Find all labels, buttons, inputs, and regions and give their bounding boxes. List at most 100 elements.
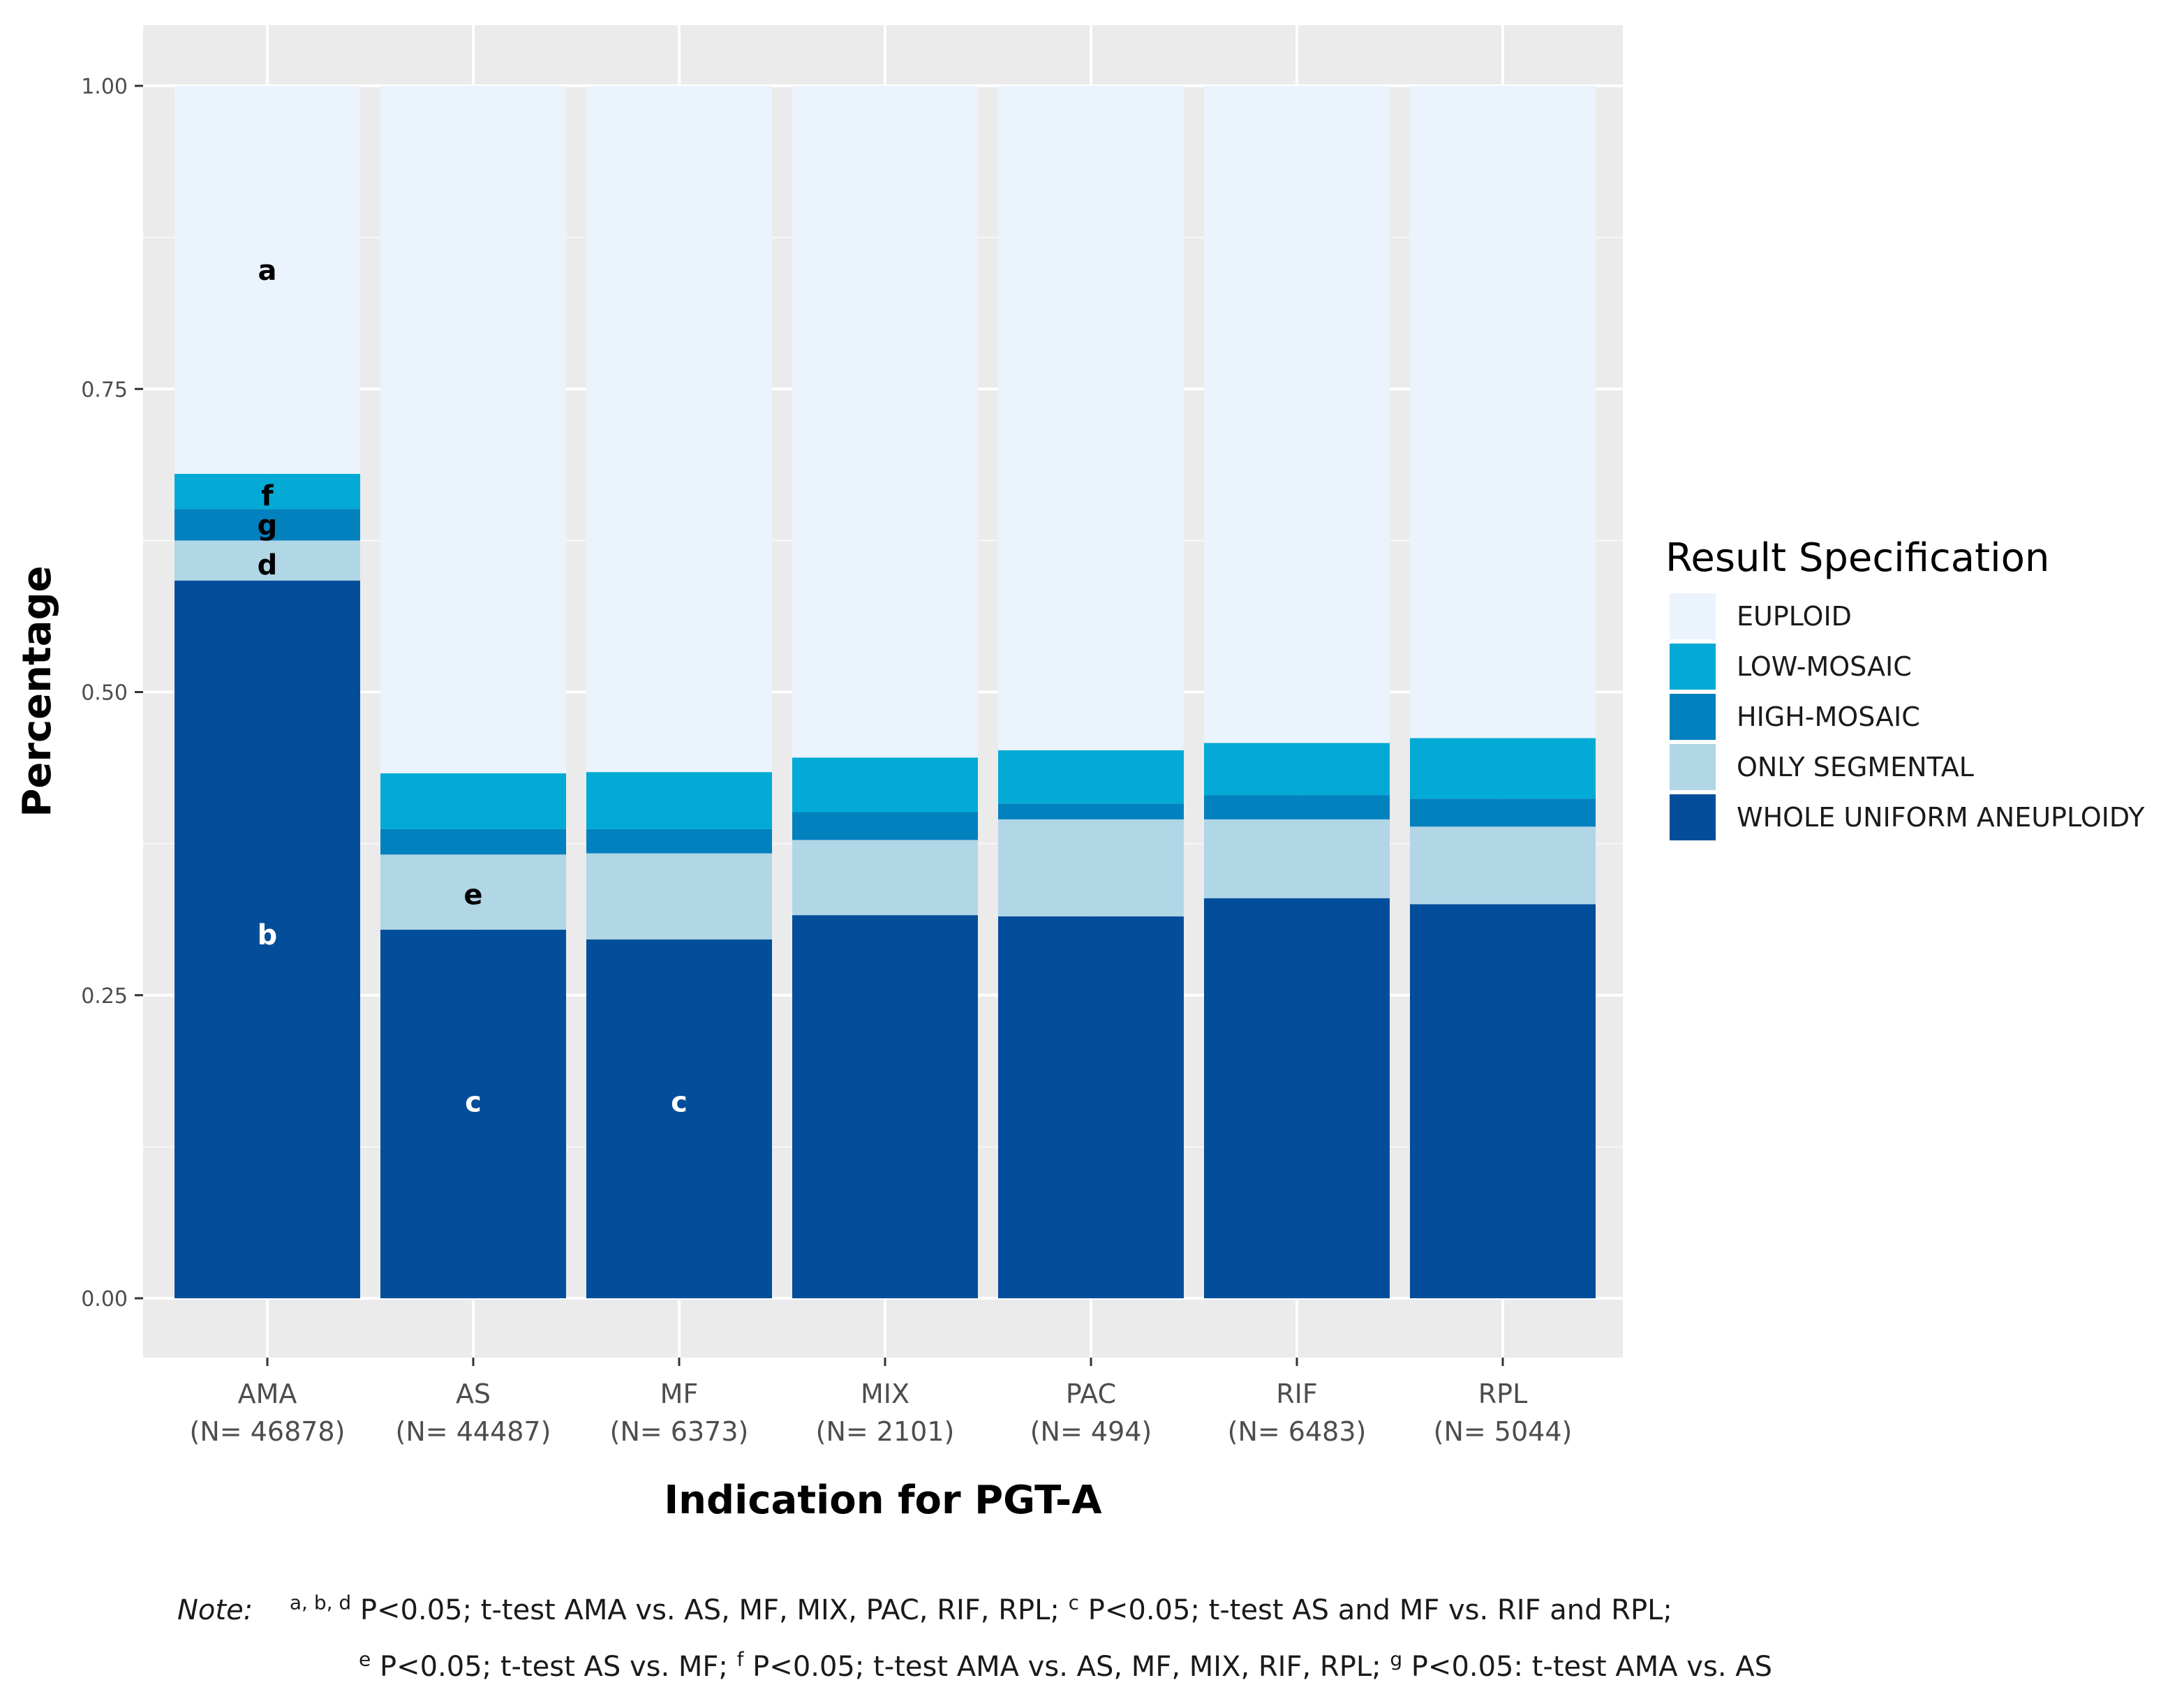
footnote-superscript: g: [1390, 1647, 1403, 1671]
bar-ama-only-segmental: AMA – ONLY SEGMENTAL: 0.033: [174, 540, 360, 581]
bar-group-as: AS – WHOLE UNIFORM ANEUPLOIDY: 0.304AS –…: [380, 86, 566, 1298]
annotation-label: g: [258, 510, 278, 542]
x-tick-sample-size: (N= 494): [1030, 1416, 1152, 1447]
bar-pac-low-mosaic: PAC – LOW-MOSAIC: 0.044: [998, 750, 1184, 804]
x-axis-title: Indication for PGT-A: [664, 1478, 1102, 1523]
bar-pac-euploid: PAC – EUPLOID: 0.548: [998, 86, 1184, 750]
footnote-line-2-text: e P<0.05; t-test AS vs. MF; f P<0.05; t-…: [359, 1647, 1772, 1683]
annotation-label: a: [258, 255, 277, 287]
legend-label-low-mosaic: LOW-MOSAIC: [1737, 651, 1912, 682]
footnote-text: P<0.05; t-test AS vs. MF;: [371, 1650, 737, 1683]
x-tick-label: AMA: [238, 1379, 297, 1409]
y-tick-label: 0.50: [81, 681, 128, 706]
bar-pac-whole-uniform-aneuploidy: PAC – WHOLE UNIFORM ANEUPLOIDY: 0.315: [998, 916, 1184, 1298]
annotation-label: c: [671, 1087, 688, 1119]
x-tick-sample-size: (N= 2101): [816, 1416, 955, 1447]
bar-mix-only-segmental: MIX – ONLY SEGMENTAL: 0.062: [792, 840, 978, 916]
legend-swatch-only-segmental: [1670, 744, 1716, 790]
legend-label-only-segmental: ONLY SEGMENTAL: [1737, 752, 1974, 782]
bar-group-rif: RIF – WHOLE UNIFORM ANEUPLOIDY: 0.33RIF …: [1204, 86, 1390, 1298]
bar-mf-high-mosaic: MF – HIGH-MOSAIC: 0.02: [586, 829, 772, 854]
x-tick-label: AS: [456, 1379, 491, 1409]
x-tick-sample-size: (N= 46878): [190, 1416, 346, 1447]
legend-label-whole-uniform-aneuploidy: WHOLE UNIFORM ANEUPLOIDY: [1737, 802, 2145, 833]
bar-pac-high-mosaic: PAC – HIGH-MOSAIC: 0.013: [998, 803, 1184, 819]
bar-group-ama: AMA – WHOLE UNIFORM ANEUPLOIDY: 0.592AMA…: [174, 86, 360, 1298]
bar-mix-low-mosaic: MIX – LOW-MOSAIC: 0.045: [792, 757, 978, 812]
bar-group-mf: MF – WHOLE UNIFORM ANEUPLOIDY: 0.296MF –…: [586, 86, 772, 1298]
significance-annotations: a fgd b e c c: [258, 255, 688, 1119]
annotation-label: e: [463, 879, 482, 912]
x-tick-sample-size: (N= 44487): [396, 1416, 551, 1447]
bar-pac-only-segmental: PAC – ONLY SEGMENTAL: 0.08: [998, 819, 1184, 916]
footnote-superscript: a, b, d: [289, 1591, 352, 1614]
y-axis-title: Percentage: [15, 565, 60, 817]
bar-mix-high-mosaic: MIX – HIGH-MOSAIC: 0.023: [792, 812, 978, 840]
footnote-text: P<0.05; t-test AMA vs. AS, MF, MIX, PAC,…: [351, 1594, 1069, 1627]
annotation-label: d: [258, 549, 278, 581]
bar-mix-euploid: MIX – EUPLOID: 0.554: [792, 86, 978, 758]
footnote-text: P<0.05: t-test AMA vs. AS: [1402, 1650, 1772, 1683]
footnote-line-2: e P<0.05; t-test AS vs. MF; f P<0.05; t-…: [177, 1635, 2132, 1691]
bar-mix-whole-uniform-aneuploidy: MIX – WHOLE UNIFORM ANEUPLOIDY: 0.316: [792, 915, 978, 1298]
axes: 0.00 0.25 0.50 0.75 1.00 AMA (N= 46878) AS (N= 4…: [15, 75, 1572, 1523]
footnote-superscript: e: [359, 1647, 371, 1671]
bar-rif-whole-uniform-aneuploidy: RIF – WHOLE UNIFORM ANEUPLOIDY: 0.33: [1204, 898, 1390, 1298]
x-tick-sample-size: (N= 6483): [1228, 1416, 1367, 1447]
bar-as-only-segmental: AS – ONLY SEGMENTAL: 0.062: [380, 854, 566, 930]
y-tick-label: 0.00: [81, 1287, 128, 1312]
legend-title: Result Specification: [1665, 535, 2049, 581]
y-tick-label: 0.75: [81, 378, 128, 402]
footnote-line-1-text: a, b, d P<0.05; t-test AMA vs. AS, MF, M…: [289, 1591, 1672, 1627]
legend-swatch-whole-uniform-aneuploidy: [1670, 794, 1716, 840]
x-tick-label: RPL: [1478, 1379, 1528, 1409]
bar-as-high-mosaic: AS – HIGH-MOSAIC: 0.021: [380, 829, 566, 855]
footnote-line-1: Note: a, b, d P<0.05; t-test AMA vs. AS,…: [177, 1579, 2132, 1635]
y-tick-label: 1.00: [81, 75, 128, 99]
legend-label-high-mosaic: HIGH-MOSAIC: [1737, 701, 1920, 732]
annotation-label: f: [261, 480, 274, 512]
bar-rif-euploid: RIF – EUPLOID: 0.542: [1204, 86, 1390, 743]
x-tick-label: MF: [660, 1379, 699, 1409]
footnote-superscript: c: [1068, 1591, 1080, 1614]
bar-rif-low-mosaic: RIF – LOW-MOSAIC: 0.043: [1204, 743, 1390, 796]
x-tick-label: RIF: [1276, 1379, 1317, 1409]
footnote-label: Note:: [177, 1594, 253, 1627]
bar-ama-high-mosaic: AMA – HIGH-MOSAIC: 0.026: [174, 509, 360, 541]
x-tick-label: PAC: [1066, 1379, 1116, 1409]
y-tick-label: 0.25: [81, 984, 128, 1009]
bar-mf-only-segmental: MF – ONLY SEGMENTAL: 0.071: [586, 853, 772, 940]
bar-rif-high-mosaic: RIF – HIGH-MOSAIC: 0.02: [1204, 795, 1390, 819]
bar-as-euploid: AS – EUPLOID: 0.567: [380, 86, 566, 773]
footnote-text: P<0.05; t-test AS and MF vs. RIF and RPL…: [1079, 1594, 1672, 1627]
bar-as-low-mosaic: AS – LOW-MOSAIC: 0.046: [380, 773, 566, 829]
bar-group-pac: PAC – WHOLE UNIFORM ANEUPLOIDY: 0.315PAC…: [998, 86, 1184, 1298]
bar-rpl-only-segmental: RPL – ONLY SEGMENTAL: 0.064: [1410, 826, 1596, 905]
bar-rif-only-segmental: RIF – ONLY SEGMENTAL: 0.065: [1204, 819, 1390, 898]
bar-mf-euploid: MF – EUPLOID: 0.566: [586, 86, 772, 773]
x-tick-sample-size: (N= 5044): [1434, 1416, 1573, 1447]
footnote: Note: a, b, d P<0.05; t-test AMA vs. AS,…: [177, 1579, 2132, 1691]
bar-group-rpl: RPL – WHOLE UNIFORM ANEUPLOIDY: 0.325RPL…: [1410, 86, 1596, 1298]
bar-mf-whole-uniform-aneuploidy: MF – WHOLE UNIFORM ANEUPLOIDY: 0.296: [586, 939, 772, 1298]
x-tick-label: MIX: [861, 1379, 909, 1409]
bar-rpl-low-mosaic: RPL – LOW-MOSAIC: 0.05: [1410, 738, 1596, 799]
bar-ama-euploid: AMA – EUPLOID: 0.32: [174, 86, 360, 474]
legend-swatch-euploid: [1670, 593, 1716, 639]
bar-rpl-whole-uniform-aneuploidy: RPL – WHOLE UNIFORM ANEUPLOIDY: 0.325: [1410, 904, 1596, 1298]
bars: AMA – WHOLE UNIFORM ANEUPLOIDY: 0.592AMA…: [174, 86, 1596, 1298]
legend: Result Specification EUPLOID LOW-MOSAIC HIG…: [1665, 535, 2145, 840]
x-tick-sample-size: (N= 6373): [610, 1416, 749, 1447]
legend-swatch-low-mosaic: [1670, 644, 1716, 690]
bar-rpl-euploid: RPL – EUPLOID: 0.538: [1410, 86, 1596, 738]
bar-rpl-high-mosaic: RPL – HIGH-MOSAIC: 0.023: [1410, 799, 1596, 827]
footnote-superscript: f: [736, 1647, 744, 1671]
annotation-label: b: [258, 919, 278, 951]
legend-swatch-high-mosaic: [1670, 694, 1716, 740]
bar-ama-low-mosaic: AMA – LOW-MOSAIC: 0.029: [174, 473, 360, 510]
footnote-text: P<0.05; t-test AMA vs. AS, MF, MIX, RIF,…: [743, 1650, 1390, 1683]
legend-label-euploid: EUPLOID: [1737, 601, 1852, 632]
annotation-label: c: [465, 1087, 482, 1119]
bar-ama-whole-uniform-aneuploidy: AMA – WHOLE UNIFORM ANEUPLOIDY: 0.592: [174, 580, 360, 1298]
